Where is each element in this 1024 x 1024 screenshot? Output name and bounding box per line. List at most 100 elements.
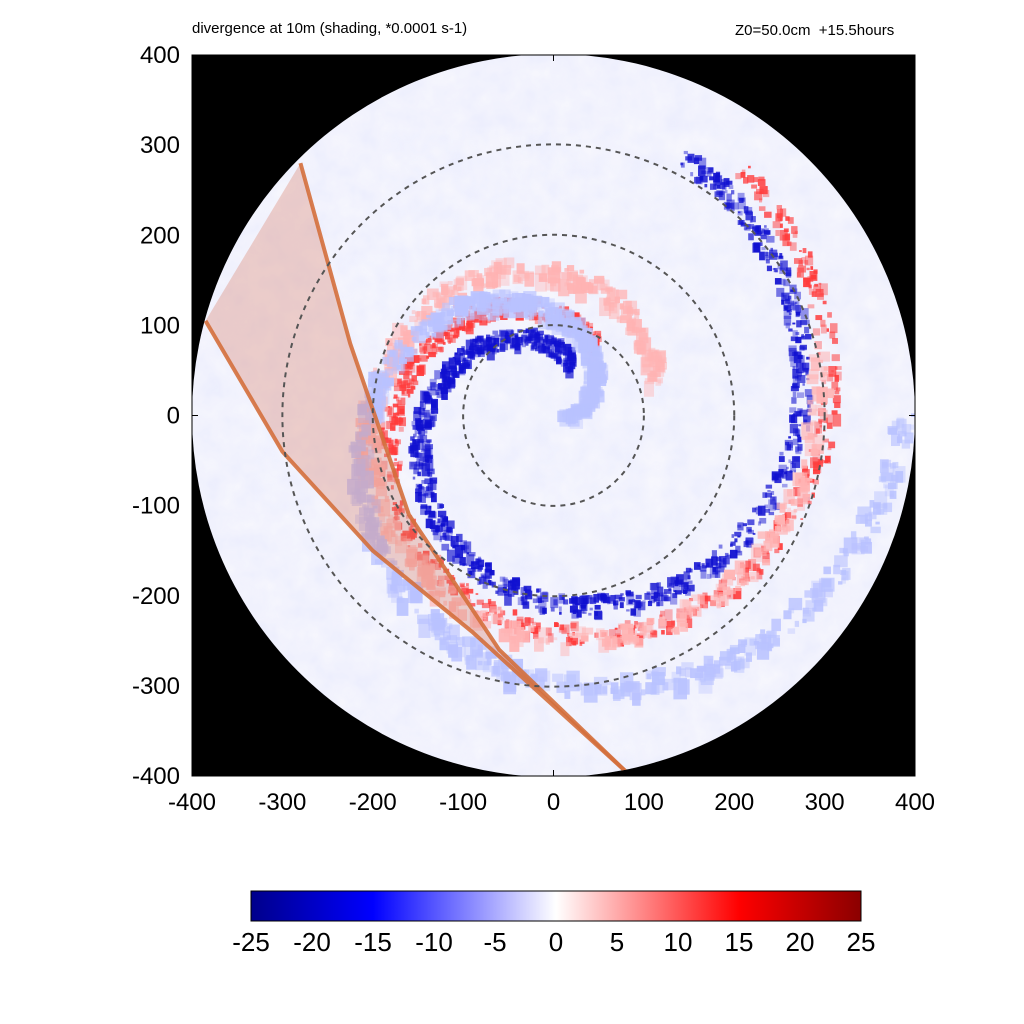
field-cell xyxy=(434,563,441,571)
field-cell xyxy=(597,283,608,290)
field-cell xyxy=(426,386,432,391)
field-cell xyxy=(373,542,379,549)
field-cell xyxy=(416,453,423,461)
field-cell xyxy=(806,374,819,385)
field-cell xyxy=(465,339,474,350)
field-cell xyxy=(833,564,841,575)
field-cell xyxy=(655,362,661,370)
field-cell xyxy=(538,310,544,317)
field-cell xyxy=(448,585,457,594)
field-cell xyxy=(441,308,454,324)
field-cell xyxy=(713,664,721,674)
field-cell xyxy=(755,634,767,650)
field-cell xyxy=(531,342,537,350)
field-cell xyxy=(446,520,455,529)
field-cell xyxy=(421,298,427,305)
field-cell xyxy=(398,426,404,432)
field-cell xyxy=(691,594,700,602)
field-cell xyxy=(481,283,487,288)
field-cell xyxy=(485,651,497,659)
field-cell xyxy=(418,426,425,436)
field-cell xyxy=(403,356,412,370)
field-cell xyxy=(430,575,437,585)
field-cell xyxy=(390,485,394,490)
field-cell xyxy=(818,459,825,464)
field-cell xyxy=(759,633,767,639)
field-cell xyxy=(790,300,795,306)
field-cell xyxy=(791,226,798,234)
field-cell xyxy=(528,625,535,632)
field-cell xyxy=(440,514,444,518)
field-cell xyxy=(389,349,395,357)
field-cell xyxy=(511,636,516,640)
field-cell xyxy=(506,329,514,337)
field-cell xyxy=(409,315,418,323)
divergence-field xyxy=(192,55,915,776)
field-cell xyxy=(455,277,464,286)
field-cell xyxy=(408,446,414,454)
field-cell xyxy=(581,603,588,612)
field-cell xyxy=(714,191,723,198)
field-cell xyxy=(670,629,675,633)
field-cell xyxy=(372,480,379,488)
field-cell xyxy=(407,533,413,542)
field-cell xyxy=(579,642,583,646)
field-cell xyxy=(444,377,448,382)
field-cell xyxy=(659,614,663,619)
field-cell xyxy=(783,305,792,311)
field-cell xyxy=(666,620,675,629)
field-cell xyxy=(764,225,767,228)
field-cell xyxy=(676,574,684,585)
field-cell xyxy=(395,540,403,546)
field-cell xyxy=(697,564,701,567)
field-cell xyxy=(778,456,785,463)
field-cell xyxy=(766,235,775,243)
field-cell xyxy=(431,333,437,337)
field-cell xyxy=(425,580,435,590)
field-cell xyxy=(811,291,817,297)
field-cell xyxy=(486,348,495,361)
field-cell xyxy=(430,382,436,391)
field-cell xyxy=(785,267,792,277)
field-cell xyxy=(506,628,513,634)
field-cell xyxy=(422,408,426,411)
field-cell xyxy=(419,401,424,408)
field-cell xyxy=(417,564,423,571)
field-cell xyxy=(368,449,375,460)
field-cell xyxy=(434,325,444,339)
field-cell xyxy=(802,362,810,371)
field-cell xyxy=(804,590,811,598)
field-cell xyxy=(621,623,634,641)
field-cell xyxy=(417,543,423,548)
field-cell xyxy=(711,556,718,566)
field-cell xyxy=(444,575,452,581)
field-cell xyxy=(743,567,749,576)
field-cell xyxy=(371,435,382,451)
field-cell xyxy=(451,289,459,295)
field-cell xyxy=(876,503,888,515)
field-cell xyxy=(420,452,426,459)
field-cell xyxy=(806,408,812,413)
field-cell xyxy=(657,377,663,384)
field-cell xyxy=(443,382,452,393)
field-cell xyxy=(372,505,378,509)
field-cell xyxy=(431,619,445,633)
field-cell xyxy=(453,284,458,290)
field-cell xyxy=(495,590,499,594)
field-cell xyxy=(815,404,823,412)
field-cell xyxy=(798,424,802,427)
field-cell xyxy=(614,627,618,630)
field-cell xyxy=(384,368,394,376)
field-cell xyxy=(804,443,817,457)
field-cell xyxy=(823,366,828,371)
field-cell xyxy=(752,507,757,513)
field-cell xyxy=(800,308,809,320)
field-cell xyxy=(402,344,408,350)
field-cell xyxy=(410,385,416,390)
field-cell xyxy=(759,251,765,261)
field-cell xyxy=(446,646,453,654)
field-cell xyxy=(401,386,410,396)
field-cell xyxy=(448,377,455,385)
field-cell xyxy=(477,648,483,655)
field-cell xyxy=(785,470,793,481)
